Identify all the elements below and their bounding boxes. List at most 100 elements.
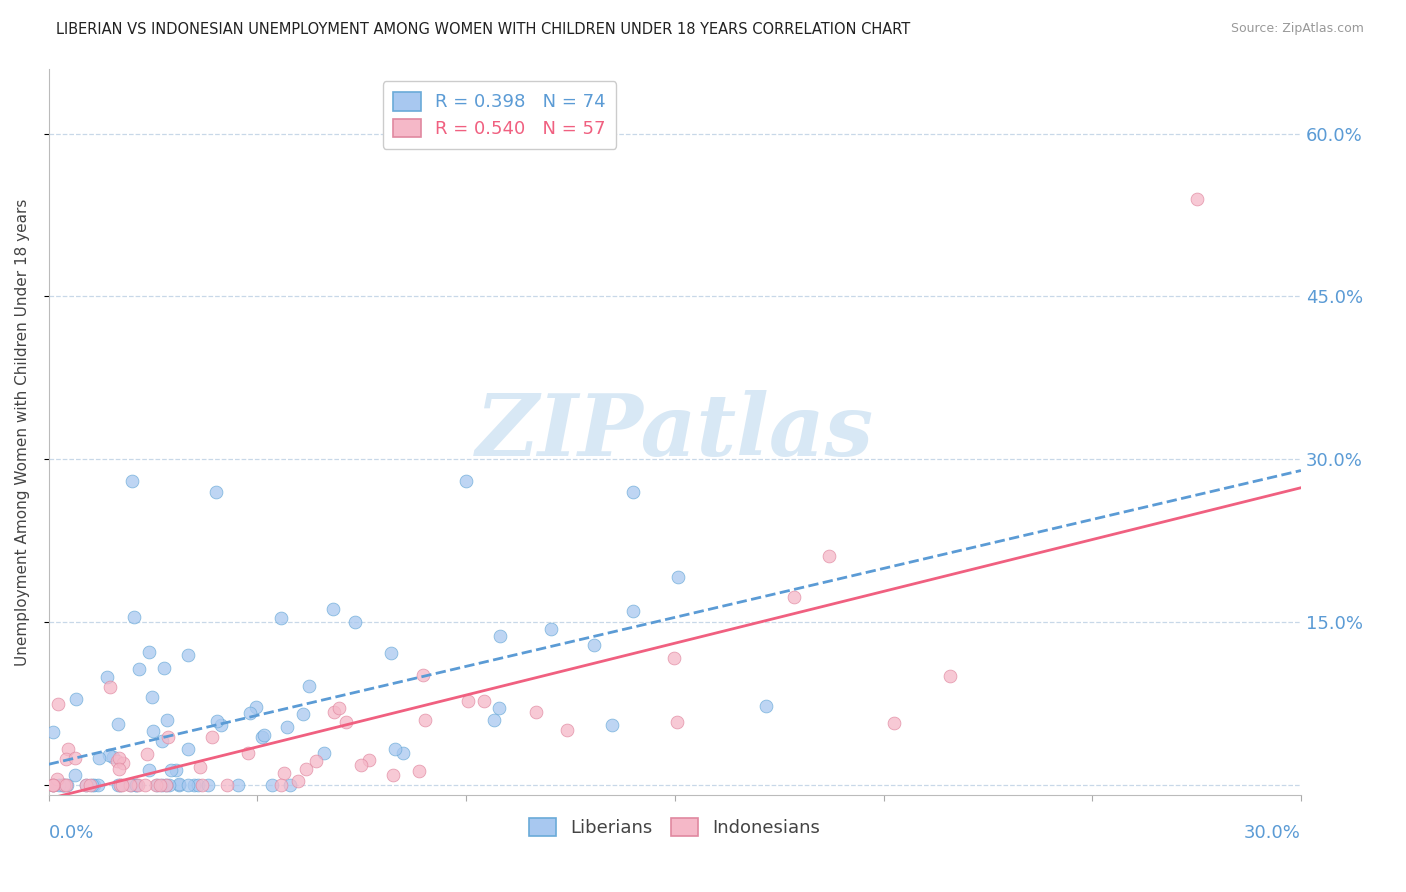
Point <box>665 715 688 730</box>
Point <box>291 706 314 721</box>
Point <box>42 778 65 792</box>
Point <box>582 638 605 652</box>
Point <box>312 746 335 760</box>
Point <box>127 778 149 792</box>
Point <box>65 691 87 706</box>
Point <box>207 714 229 728</box>
Point <box>524 705 547 719</box>
Point <box>204 484 226 499</box>
Point <box>145 778 167 792</box>
Point <box>124 778 146 792</box>
Point <box>136 747 159 761</box>
Point <box>883 716 905 731</box>
Point <box>201 731 224 745</box>
Point <box>359 753 381 767</box>
Point <box>87 751 110 765</box>
Text: Source: ZipAtlas.com: Source: ZipAtlas.com <box>1230 22 1364 36</box>
Text: ZIPatlas: ZIPatlas <box>475 390 875 474</box>
Point <box>472 694 495 708</box>
Point <box>1185 192 1208 206</box>
Point <box>350 758 373 772</box>
Point <box>138 645 160 659</box>
Point <box>79 778 101 792</box>
Point <box>146 778 169 792</box>
Point <box>600 717 623 731</box>
Point <box>253 727 276 741</box>
Point <box>75 778 97 792</box>
Point <box>128 662 150 676</box>
Point <box>42 725 65 739</box>
Point <box>107 717 129 731</box>
Point <box>270 778 292 792</box>
Point <box>58 742 80 756</box>
Point <box>209 718 232 732</box>
Point <box>83 778 105 792</box>
Point <box>169 778 191 792</box>
Point <box>157 778 180 792</box>
Point <box>51 778 73 792</box>
Point <box>278 778 301 792</box>
Point <box>384 741 406 756</box>
Point <box>52 778 75 792</box>
Point <box>159 763 181 777</box>
Point <box>105 754 128 768</box>
Point <box>56 778 79 792</box>
Point <box>142 723 165 738</box>
Point <box>664 651 686 665</box>
Point <box>156 713 179 727</box>
Point <box>52 778 75 792</box>
Point <box>63 751 86 765</box>
Point <box>239 706 262 721</box>
Point <box>108 751 131 765</box>
Point <box>488 701 510 715</box>
Legend: Liberians, Indonesians: Liberians, Indonesians <box>522 811 828 845</box>
Point <box>108 762 131 776</box>
Point <box>276 720 298 734</box>
Point <box>124 610 146 624</box>
Point <box>157 730 180 744</box>
Point <box>108 778 131 792</box>
Point <box>482 714 505 728</box>
Text: 0.0%: 0.0% <box>49 824 94 842</box>
Point <box>381 768 404 782</box>
Point <box>457 694 479 708</box>
Point <box>270 611 292 625</box>
Point <box>621 604 644 618</box>
Point <box>183 778 205 792</box>
Point <box>120 778 142 792</box>
Point <box>177 648 200 663</box>
Point <box>188 760 211 774</box>
Point <box>46 698 69 712</box>
Point <box>75 778 97 792</box>
Point <box>621 484 644 499</box>
Point <box>63 767 86 781</box>
Point <box>167 777 190 791</box>
Point <box>121 474 143 488</box>
Point <box>817 549 839 563</box>
Point <box>540 622 562 636</box>
Point <box>177 778 200 792</box>
Point <box>45 772 67 787</box>
Point <box>380 646 402 660</box>
Point <box>108 778 131 792</box>
Point <box>305 755 328 769</box>
Point <box>149 778 172 792</box>
Point <box>150 778 173 792</box>
Point <box>323 705 346 719</box>
Point <box>98 680 121 694</box>
Point <box>111 778 134 792</box>
Point <box>48 778 70 792</box>
Y-axis label: Unemployment Among Women with Children Under 18 years: Unemployment Among Women with Children U… <box>15 198 30 665</box>
Point <box>273 765 295 780</box>
Point <box>408 764 430 778</box>
Point <box>150 734 173 748</box>
Point <box>111 756 134 770</box>
Point <box>87 778 110 792</box>
Point <box>42 778 65 792</box>
Point <box>138 763 160 777</box>
Point <box>165 764 187 778</box>
Point <box>783 591 806 605</box>
Point <box>101 750 124 764</box>
Point <box>252 730 274 744</box>
Point <box>215 778 238 792</box>
